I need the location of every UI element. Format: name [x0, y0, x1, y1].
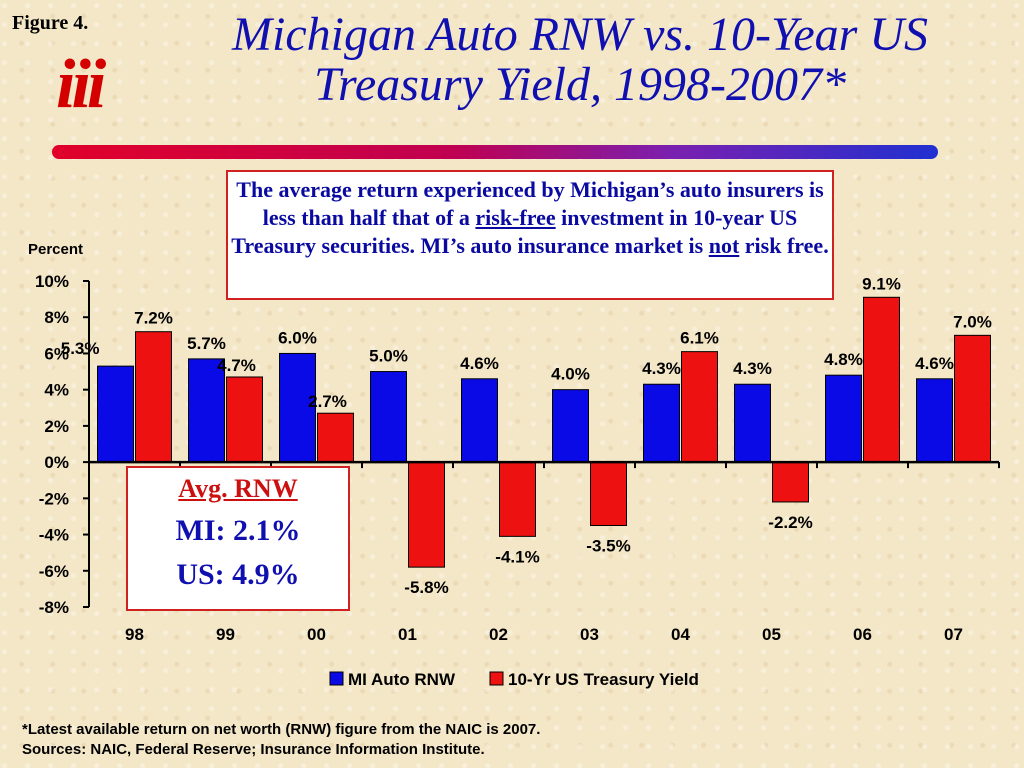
- title-divider: [52, 145, 938, 159]
- mi-value-label-98: 5.3%: [61, 339, 100, 358]
- mi-value-label-03: 4.0%: [551, 365, 590, 384]
- us-value-label-04: 6.1%: [680, 329, 719, 348]
- mi-value-label-01: 5.0%: [369, 347, 408, 366]
- x-tick-label-07: 07: [944, 625, 963, 644]
- callout-text-2: investment in 10-year US Treasury securi…: [231, 205, 798, 258]
- mi-value-label-02: 4.6%: [460, 354, 499, 373]
- title-line-2: Treasury Yield, 1998-2007*: [313, 58, 846, 111]
- callout-underline-not: not: [708, 233, 740, 258]
- us-value-label-06: 9.1%: [862, 274, 901, 293]
- y-tick-label: -2%: [39, 489, 69, 508]
- x-tick-label-00: 00: [307, 625, 326, 644]
- us-value-label-07: 7.0%: [953, 312, 992, 331]
- x-tick-label-04: 04: [671, 625, 690, 644]
- mi-bar-04: [643, 383, 680, 463]
- mi-bar-98: [97, 365, 134, 463]
- legend-swatch-mi: [329, 671, 344, 686]
- us-value-label-03: -3.5%: [586, 537, 630, 556]
- mi-bar-00: [279, 352, 316, 463]
- callout-underline-risk-free: risk-free: [475, 205, 556, 230]
- y-tick-label: 0%: [44, 453, 69, 472]
- y-tick-label: 6%: [44, 344, 69, 363]
- chart-title: Michigan Auto RNW vs. 10-Year US Treasur…: [140, 10, 1020, 110]
- mi-value-label-05: 4.3%: [733, 359, 772, 378]
- callout-text-1: The average return experienced by Michig…: [236, 177, 824, 230]
- y-tick-label: -8%: [39, 598, 69, 617]
- footnote: *Latest available return on net worth (R…: [22, 720, 540, 760]
- us-bar-01: [408, 461, 445, 568]
- us-value-label-00: 2.7%: [308, 392, 347, 411]
- callout-box: The average return experienced by Michig…: [226, 170, 834, 300]
- legend-label-mi: MI Auto RNW: [348, 670, 456, 689]
- figure-label: Figure 4.: [12, 12, 89, 34]
- us-bar-07: [954, 334, 991, 463]
- legend-swatch-us: [489, 671, 504, 686]
- x-tick-label-02: 02: [489, 625, 508, 644]
- y-tick-label: 10%: [35, 272, 69, 291]
- mi-bar-07: [916, 378, 953, 463]
- y-tick-label: -6%: [39, 562, 69, 581]
- mi-value-label-06: 4.8%: [824, 350, 863, 369]
- callout-text-3: risk free.: [739, 233, 829, 258]
- x-tick-label-98: 98: [125, 625, 144, 644]
- us-value-label-99: 4.7%: [217, 356, 256, 375]
- y-tick-label: 4%: [44, 381, 69, 400]
- mi-bar-03: [552, 389, 589, 463]
- mi-bar-01: [370, 371, 407, 463]
- x-tick-label-01: 01: [398, 625, 417, 644]
- x-tick-label-05: 05: [762, 625, 781, 644]
- y-tick-label: 2%: [44, 417, 69, 436]
- y-tick-label: -4%: [39, 526, 69, 545]
- footnote-line-1: *Latest available return on net worth (R…: [22, 721, 541, 738]
- mi-bar-05: [734, 383, 771, 463]
- us-value-label-01: -5.8%: [404, 578, 448, 597]
- title-line-1: Michigan Auto RNW vs. 10-Year US: [232, 8, 928, 61]
- mi-bar-06: [825, 374, 862, 463]
- mi-value-label-04: 4.3%: [642, 359, 681, 378]
- legend-label-us: 10-Yr US Treasury Yield: [508, 670, 699, 689]
- us-bar-99: [226, 376, 263, 463]
- x-tick-label-03: 03: [580, 625, 599, 644]
- us-bar-05: [772, 461, 809, 503]
- mi-value-label-99: 5.7%: [187, 334, 226, 353]
- x-tick-label-06: 06: [853, 625, 872, 644]
- us-bar-02: [499, 461, 536, 537]
- avg-rnw-heading: Avg. RNW: [178, 474, 298, 503]
- us-value-label-02: -4.1%: [495, 547, 539, 566]
- us-value-label-98: 7.2%: [134, 309, 173, 328]
- avg-mi-value: MI: 2.1%: [175, 514, 301, 547]
- us-bar-98: [135, 331, 172, 463]
- us-bar-00: [317, 412, 354, 463]
- x-tick-label-99: 99: [216, 625, 235, 644]
- us-value-label-05: -2.2%: [768, 513, 812, 532]
- y-axis-label: Percent: [28, 241, 83, 258]
- footnote-line-2: Sources: NAIC, Federal Reserve; Insuranc…: [22, 741, 485, 758]
- us-bar-04: [681, 351, 718, 463]
- y-tick-label: 8%: [44, 308, 69, 327]
- average-rnw-box: Avg. RNW MI: 2.1% US: 4.9%: [126, 466, 350, 611]
- mi-value-label-07: 4.6%: [915, 354, 954, 373]
- mi-value-label-00: 6.0%: [278, 328, 317, 347]
- us-bar-03: [590, 461, 627, 527]
- mi-bar-02: [461, 378, 498, 463]
- avg-us-value: US: 4.9%: [176, 558, 300, 591]
- iii-logo: iii: [56, 46, 106, 123]
- us-bar-06: [863, 296, 900, 463]
